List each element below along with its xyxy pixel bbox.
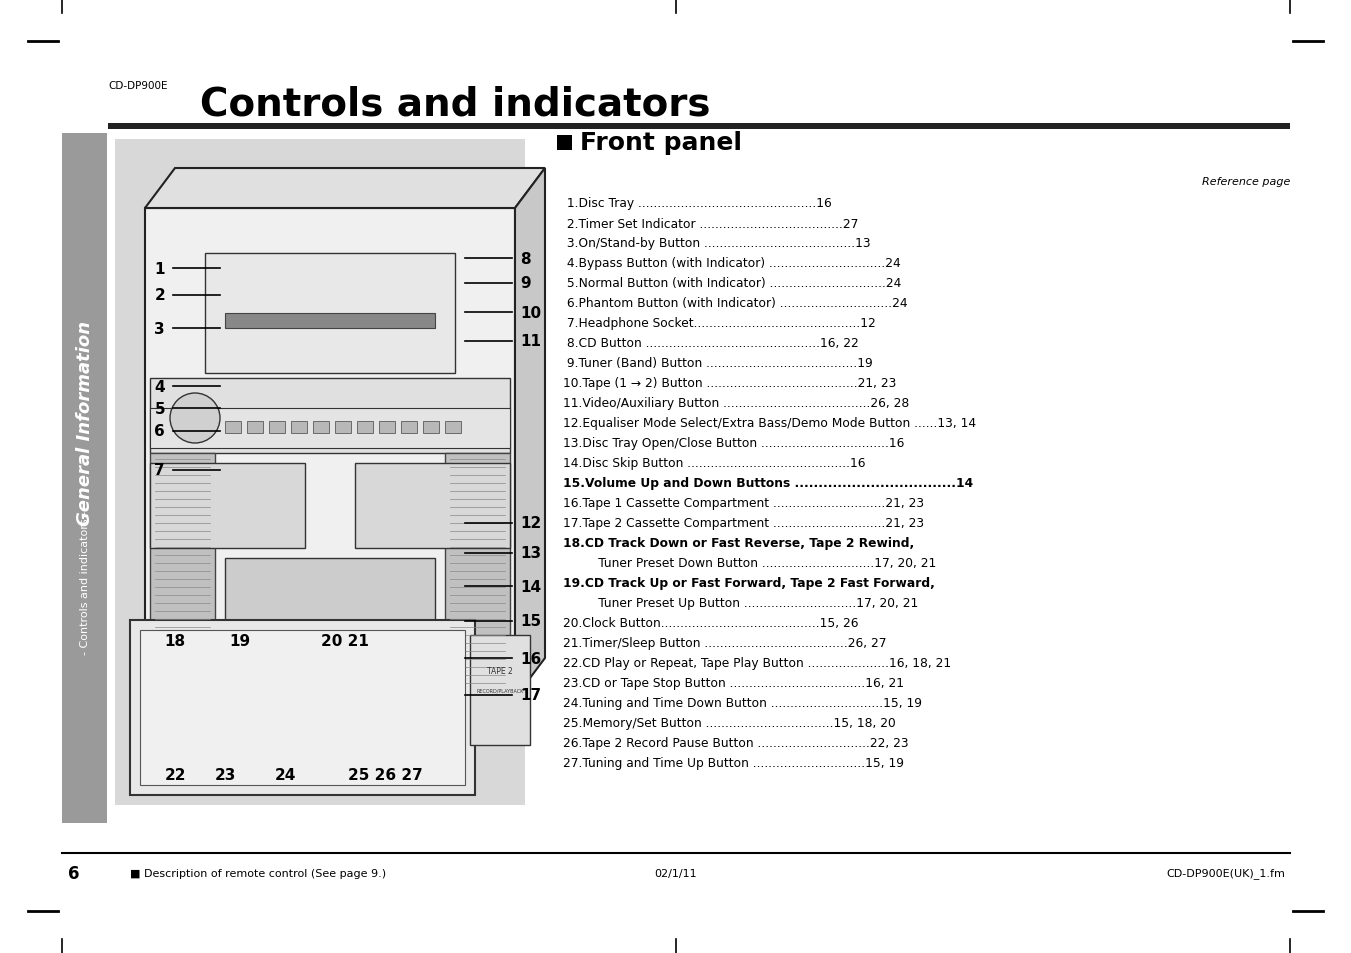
Bar bbox=[290, 421, 307, 434]
Text: 19: 19 bbox=[230, 633, 250, 648]
Bar bbox=[247, 421, 263, 434]
Text: 15: 15 bbox=[520, 614, 542, 629]
Text: 11: 11 bbox=[520, 335, 540, 349]
Text: 12.Equaliser Mode Select/Extra Bass/Demo Mode Button ......13, 14: 12.Equaliser Mode Select/Extra Bass/Demo… bbox=[563, 417, 977, 430]
Text: 3: 3 bbox=[154, 321, 165, 336]
Bar bbox=[269, 421, 285, 434]
Text: 5: 5 bbox=[154, 401, 165, 416]
Text: 21.Timer/Sleep Button .....................................26, 27: 21.Timer/Sleep Button ..................… bbox=[563, 637, 886, 650]
Text: 02/1/11: 02/1/11 bbox=[655, 868, 697, 878]
Circle shape bbox=[170, 394, 220, 443]
Text: 18: 18 bbox=[165, 633, 185, 648]
Text: 27.Tuning and Time Up Button .............................15, 19: 27.Tuning and Time Up Button ...........… bbox=[563, 757, 904, 770]
Text: 17: 17 bbox=[520, 688, 542, 702]
Text: 14: 14 bbox=[520, 578, 542, 594]
Text: 26.Tape 2 Record Pause Button .............................22, 23: 26.Tape 2 Record Pause Button ..........… bbox=[563, 737, 909, 750]
Text: 13: 13 bbox=[520, 546, 542, 561]
Text: 8: 8 bbox=[520, 252, 531, 266]
Bar bbox=[226, 314, 435, 329]
Bar bbox=[150, 409, 509, 449]
Text: 20.Clock Button.........................................15, 26: 20.Clock Button.........................… bbox=[563, 617, 858, 630]
Text: 17.Tape 2 Cassette Compartment .............................21, 23: 17.Tape 2 Cassette Compartment .........… bbox=[563, 517, 924, 530]
Text: CD-DP900E: CD-DP900E bbox=[108, 81, 168, 91]
Text: 22.CD Play or Repeat, Tape Play Button .....................16, 18, 21: 22.CD Play or Repeat, Tape Play Button .… bbox=[563, 657, 951, 670]
Bar bbox=[313, 421, 330, 434]
Bar bbox=[130, 620, 476, 795]
Text: 9: 9 bbox=[520, 276, 531, 292]
Bar bbox=[115, 140, 526, 805]
Bar bbox=[557, 136, 571, 151]
Text: 18.CD Track Down or Fast Reverse, Tape 2 Rewind,: 18.CD Track Down or Fast Reverse, Tape 2… bbox=[563, 537, 915, 550]
Text: 11.Video/Auxiliary Button ......................................26, 28: 11.Video/Auxiliary Button ..............… bbox=[563, 397, 909, 410]
Text: 12: 12 bbox=[520, 516, 542, 531]
Text: 2: 2 bbox=[154, 288, 165, 303]
Text: RECORD/PLAYBACK: RECORD/PLAYBACK bbox=[477, 688, 524, 693]
Text: 7: 7 bbox=[154, 463, 165, 478]
Text: Front panel: Front panel bbox=[580, 131, 742, 154]
Text: 23.CD or Tape Stop Button ...................................16, 21: 23.CD or Tape Stop Button ..............… bbox=[563, 677, 904, 690]
Text: 7.Headphone Socket...........................................12: 7.Headphone Socket......................… bbox=[563, 317, 875, 330]
Text: 23: 23 bbox=[215, 768, 235, 782]
Bar bbox=[205, 253, 455, 374]
Text: CD-DP900E(UK)_1.fm: CD-DP900E(UK)_1.fm bbox=[1166, 867, 1285, 879]
Text: 6: 6 bbox=[154, 424, 165, 439]
Text: 4.Bypass Button (with Indicator) ..............................24: 4.Bypass Button (with Indicator) .......… bbox=[563, 257, 901, 271]
Text: 24: 24 bbox=[274, 768, 296, 782]
Text: 16: 16 bbox=[520, 651, 542, 666]
Text: General Information: General Information bbox=[76, 321, 93, 526]
Bar bbox=[380, 421, 394, 434]
Bar bbox=[145, 209, 515, 699]
Text: 25.Memory/Set Button .................................15, 18, 20: 25.Memory/Set Button ...................… bbox=[563, 717, 896, 730]
Bar bbox=[62, 133, 107, 823]
Text: 20 21: 20 21 bbox=[322, 633, 369, 648]
Text: 4: 4 bbox=[154, 379, 165, 395]
Bar bbox=[335, 421, 351, 434]
Text: 9.Tuner (Band) Button .......................................19: 9.Tuner (Band) Button ..................… bbox=[563, 357, 873, 370]
Text: 24.Tuning and Time Down Button .............................15, 19: 24.Tuning and Time Down Button .........… bbox=[563, 697, 921, 710]
Text: 15.Volume Up and Down Buttons ..................................14: 15.Volume Up and Down Buttons ..........… bbox=[563, 477, 973, 490]
Bar bbox=[150, 463, 305, 548]
Polygon shape bbox=[145, 169, 544, 209]
Text: 6.Phantom Button (with Indicator) .............................24: 6.Phantom Button (with Indicator) ......… bbox=[563, 297, 908, 310]
Text: 1.Disc Tray ..............................................16: 1.Disc Tray ............................… bbox=[563, 197, 832, 211]
Text: 14.Disc Skip Button ..........................................16: 14.Disc Skip Button ....................… bbox=[563, 457, 866, 470]
Bar bbox=[226, 558, 435, 648]
Text: 6: 6 bbox=[68, 864, 80, 882]
Text: Tuner Preset Down Button .............................17, 20, 21: Tuner Preset Down Button ...............… bbox=[576, 557, 936, 570]
Text: 3.On/Stand-by Button .......................................13: 3.On/Stand-by Button ...................… bbox=[563, 237, 870, 251]
Text: 5.Normal Button (with Indicator) ..............................24: 5.Normal Button (with Indicator) .......… bbox=[563, 277, 901, 291]
Bar bbox=[150, 378, 509, 454]
Text: TAPE 2: TAPE 2 bbox=[488, 666, 513, 675]
Bar bbox=[444, 454, 509, 693]
Text: 13.Disc Tray Open/Close Button .................................16: 13.Disc Tray Open/Close Button .........… bbox=[563, 437, 904, 450]
Bar bbox=[141, 630, 465, 785]
Bar bbox=[357, 421, 373, 434]
Bar bbox=[423, 421, 439, 434]
Polygon shape bbox=[515, 169, 544, 699]
Text: Controls and indicators: Controls and indicators bbox=[200, 85, 711, 123]
Text: Tuner Preset Up Button .............................17, 20, 21: Tuner Preset Up Button .................… bbox=[576, 597, 919, 610]
Text: ■ Description of remote control (See page 9.): ■ Description of remote control (See pag… bbox=[130, 868, 386, 878]
Text: Reference page: Reference page bbox=[1201, 177, 1290, 187]
Text: 10.Tape (1 → 2) Button .......................................21, 23: 10.Tape (1 → 2) Button .................… bbox=[563, 377, 896, 390]
Bar bbox=[355, 463, 509, 548]
Text: 2.Timer Set Indicator .....................................27: 2.Timer Set Indicator ..................… bbox=[563, 217, 858, 231]
Bar bbox=[108, 124, 1290, 130]
Text: 8.CD Button .............................................16, 22: 8.CD Button ............................… bbox=[563, 337, 859, 350]
Text: - Controls and indicators -: - Controls and indicators - bbox=[80, 510, 89, 654]
Bar bbox=[150, 454, 215, 693]
Text: 10: 10 bbox=[520, 305, 542, 320]
Bar bbox=[444, 421, 461, 434]
Text: 22: 22 bbox=[165, 768, 185, 782]
Text: 25 26 27: 25 26 27 bbox=[347, 768, 423, 782]
Text: 1: 1 bbox=[154, 261, 165, 276]
Bar bbox=[470, 636, 530, 745]
Text: 19.CD Track Up or Fast Forward, Tape 2 Fast Forward,: 19.CD Track Up or Fast Forward, Tape 2 F… bbox=[563, 577, 935, 590]
Bar bbox=[226, 421, 240, 434]
Text: 16.Tape 1 Cassette Compartment .............................21, 23: 16.Tape 1 Cassette Compartment .........… bbox=[563, 497, 924, 510]
Bar bbox=[401, 421, 417, 434]
